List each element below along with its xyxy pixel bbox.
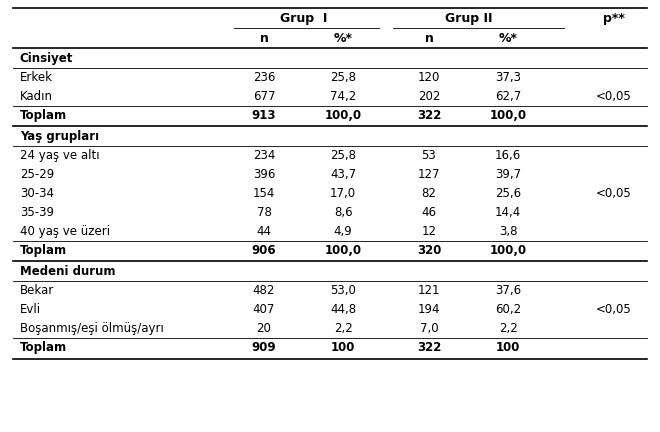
Text: <0,05: <0,05	[596, 187, 632, 200]
Text: 234: 234	[253, 149, 275, 162]
Text: 78: 78	[257, 206, 271, 219]
Text: 82: 82	[422, 187, 436, 200]
Text: <0,05: <0,05	[596, 90, 632, 103]
Text: 482: 482	[253, 284, 275, 297]
Text: 4,9: 4,9	[334, 225, 352, 238]
Text: Yaş grupları: Yaş grupları	[20, 130, 99, 143]
Text: 127: 127	[418, 168, 440, 181]
Text: 322: 322	[417, 109, 441, 122]
Text: 43,7: 43,7	[330, 168, 356, 181]
Text: 3,8: 3,8	[499, 225, 517, 238]
Text: 53,0: 53,0	[330, 284, 356, 297]
Text: 39,7: 39,7	[495, 168, 521, 181]
Text: 154: 154	[253, 187, 275, 200]
Text: 396: 396	[253, 168, 275, 181]
Text: %*: %*	[334, 32, 352, 45]
Text: Toplam: Toplam	[20, 341, 67, 354]
Text: p**: p**	[603, 12, 625, 25]
Text: 35-39: 35-39	[20, 206, 54, 219]
Text: Boşanmış/eşi ölmüş/ayrı: Boşanmış/eşi ölmüş/ayrı	[20, 322, 164, 335]
Text: <0,05: <0,05	[596, 303, 632, 316]
Text: 407: 407	[253, 303, 275, 316]
Text: 100,0: 100,0	[490, 244, 527, 257]
Text: 100: 100	[496, 341, 520, 354]
Text: 906: 906	[251, 244, 277, 257]
Text: Grup II: Grup II	[445, 12, 492, 25]
Text: 8,6: 8,6	[334, 206, 352, 219]
Text: Toplam: Toplam	[20, 244, 67, 257]
Text: 17,0: 17,0	[330, 187, 356, 200]
Text: 30-34: 30-34	[20, 187, 54, 200]
Text: 913: 913	[251, 109, 277, 122]
Text: 12: 12	[422, 225, 436, 238]
Text: 62,7: 62,7	[495, 90, 521, 103]
Text: Bekar: Bekar	[20, 284, 54, 297]
Text: 236: 236	[253, 71, 275, 84]
Text: 120: 120	[418, 71, 440, 84]
Text: 74,2: 74,2	[330, 90, 356, 103]
Text: 100,0: 100,0	[325, 109, 362, 122]
Text: 2,2: 2,2	[499, 322, 517, 335]
Text: n: n	[424, 32, 434, 45]
Text: Cinsiyet: Cinsiyet	[20, 52, 73, 65]
Text: 322: 322	[417, 341, 441, 354]
Text: Toplam: Toplam	[20, 109, 67, 122]
Text: 2,2: 2,2	[334, 322, 352, 335]
Text: 25-29: 25-29	[20, 168, 54, 181]
Text: 7,0: 7,0	[420, 322, 438, 335]
Text: 60,2: 60,2	[495, 303, 521, 316]
Text: 44: 44	[257, 225, 271, 238]
Text: 194: 194	[418, 303, 440, 316]
Text: 100: 100	[331, 341, 355, 354]
Text: 40 yaş ve üzeri: 40 yaş ve üzeri	[20, 225, 110, 238]
Text: Medeni durum: Medeni durum	[20, 265, 115, 278]
Text: 16,6: 16,6	[495, 149, 521, 162]
Text: 24 yaş ve altı: 24 yaş ve altı	[20, 149, 100, 162]
Text: 909: 909	[251, 341, 277, 354]
Text: n: n	[259, 32, 269, 45]
Text: 37,6: 37,6	[495, 284, 521, 297]
Text: 20: 20	[257, 322, 271, 335]
Text: 53: 53	[422, 149, 436, 162]
Text: 14,4: 14,4	[495, 206, 521, 219]
Text: %*: %*	[499, 32, 517, 45]
Text: Grup  I: Grup I	[280, 12, 327, 25]
Text: 677: 677	[253, 90, 275, 103]
Text: 100,0: 100,0	[490, 109, 527, 122]
Text: Evli: Evli	[20, 303, 41, 316]
Text: 37,3: 37,3	[495, 71, 521, 84]
Text: 100,0: 100,0	[325, 244, 362, 257]
Text: 202: 202	[418, 90, 440, 103]
Text: 46: 46	[422, 206, 436, 219]
Text: Kadın: Kadın	[20, 90, 53, 103]
Text: 25,6: 25,6	[495, 187, 521, 200]
Text: 320: 320	[417, 244, 441, 257]
Text: Erkek: Erkek	[20, 71, 53, 84]
Text: 25,8: 25,8	[330, 71, 356, 84]
Text: 44,8: 44,8	[330, 303, 356, 316]
Text: 25,8: 25,8	[330, 149, 356, 162]
Text: 121: 121	[418, 284, 440, 297]
